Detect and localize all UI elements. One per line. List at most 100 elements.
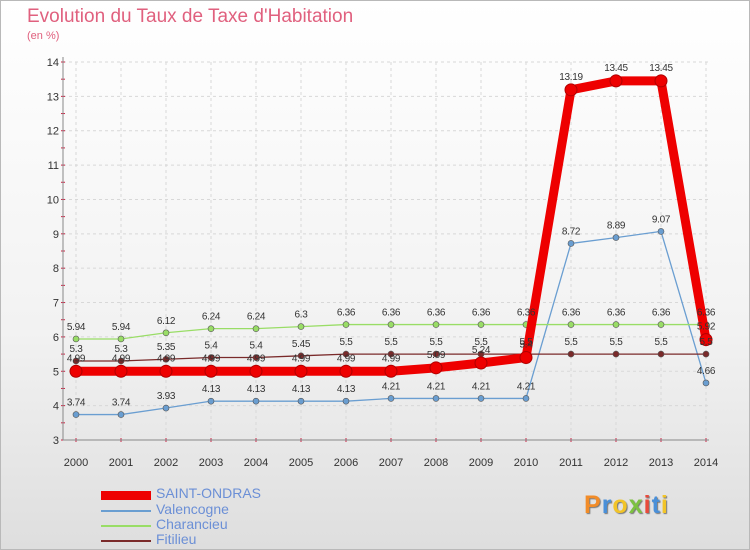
data-label-fitilieu: 5.5 [654, 337, 668, 348]
data-point-fitilieu [387, 350, 395, 358]
data-label-fitilieu: 5.3 [69, 344, 83, 355]
data-label-fitilieu: 5.5 [609, 337, 623, 348]
data-point-valencogne [567, 240, 575, 247]
data-point-saint-ondras [204, 364, 218, 378]
legend-swatch [101, 540, 151, 542]
data-point-fitilieu [117, 357, 125, 365]
data-label-saint-ondras: 4.99 [112, 353, 131, 364]
data-point-valencogne [297, 397, 305, 405]
data-point-charancieu [612, 321, 620, 328]
data-point-saint-ondras [699, 333, 713, 347]
x-tick-label: 2000 [64, 457, 88, 469]
data-label-charancieu: 6.36 [562, 308, 581, 319]
x-tick-label: 2010 [514, 457, 538, 469]
x-tick-label: 2012 [604, 457, 628, 469]
data-label-fitilieu: 5.5 [474, 337, 488, 348]
data-label-charancieu: 6.36 [337, 308, 356, 319]
y-tick-label: 11 [48, 160, 59, 172]
data-point-valencogne [657, 228, 665, 235]
data-point-saint-ondras [249, 364, 263, 378]
data-point-saint-ondras [339, 364, 353, 378]
data-label-valencogne: 8.89 [607, 221, 626, 232]
data-label-valencogne: 3.74 [112, 398, 131, 409]
data-label-charancieu: 6.36 [607, 308, 626, 319]
x-tick-label: 2007 [379, 457, 403, 469]
data-label-fitilieu: 5.4 [204, 341, 218, 352]
data-point-charancieu [387, 321, 395, 328]
x-tick-label: 2011 [559, 457, 583, 469]
data-label-charancieu: 6.36 [652, 308, 671, 319]
data-point-charancieu [297, 323, 305, 330]
data-label-fitilieu: 5.5 [384, 337, 398, 348]
data-label-fitilieu: 5.45 [292, 339, 311, 350]
legend-swatch [101, 525, 151, 527]
data-label-saint-ondras: 4.99 [292, 353, 311, 364]
data-label-valencogne: 4.66 [697, 366, 716, 377]
data-label-fitilieu: 5.4 [249, 341, 263, 352]
x-tick-label: 2005 [289, 457, 313, 469]
y-tick-label: 6 [53, 332, 59, 344]
data-point-fitilieu [207, 354, 215, 361]
data-point-valencogne [117, 411, 125, 418]
data-point-charancieu [342, 321, 350, 328]
data-label-fitilieu: 5.35 [157, 342, 176, 353]
data-label-saint-ondras: 4.99 [202, 353, 221, 364]
data-point-valencogne [477, 395, 485, 402]
y-tick-label: 3 [53, 435, 59, 447]
data-label-fitilieu: 5.5 [339, 337, 353, 348]
data-label-valencogne: 9.07 [652, 214, 671, 225]
data-label-saint-ondras: 4.99 [247, 353, 266, 364]
data-label-valencogne: 4.13 [337, 384, 356, 395]
y-tick-label: 5 [53, 366, 59, 378]
data-point-charancieu [432, 321, 440, 328]
legend-swatch [101, 510, 151, 512]
data-label-valencogne: 4.21 [427, 381, 446, 392]
y-tick-label: 10 [47, 194, 59, 206]
x-tick-label: 2003 [199, 457, 223, 469]
y-tick-label: 12 [47, 126, 59, 138]
data-point-valencogne [252, 397, 260, 405]
data-label-saint-ondras: 4.99 [382, 353, 401, 364]
data-label-fitilieu: 5.5 [519, 337, 533, 348]
data-label-saint-ondras: 5.92 [697, 322, 716, 333]
data-label-charancieu: 5.94 [112, 322, 131, 333]
data-label-charancieu: 6.36 [517, 308, 536, 319]
data-point-fitilieu [297, 352, 305, 360]
data-label-saint-ondras: 5.4 [519, 340, 533, 351]
data-point-fitilieu [432, 350, 440, 358]
data-point-valencogne [432, 395, 440, 402]
x-tick-label: 2013 [649, 457, 673, 469]
legend-label: Valencogne [156, 501, 229, 517]
data-label-valencogne: 4.21 [517, 381, 536, 392]
data-point-fitilieu [252, 354, 260, 361]
y-unit-label: (en %) [27, 30, 60, 42]
y-tick-label: 13 [47, 91, 59, 103]
data-label-fitilieu: 5.5 [564, 337, 578, 348]
data-point-charancieu [207, 325, 215, 332]
data-label-fitilieu: 5.5 [429, 337, 443, 348]
y-tick-label: 8 [53, 263, 59, 275]
data-point-saint-ondras [159, 364, 173, 378]
data-label-saint-ondras: 4.99 [337, 353, 356, 364]
data-label-charancieu: 6.36 [382, 308, 401, 319]
data-label-saint-ondras: 13.45 [649, 63, 673, 74]
data-point-charancieu [657, 321, 665, 328]
data-point-saint-ondras [69, 364, 83, 378]
x-tick-label: 2004 [244, 457, 268, 469]
x-tick-label: 2008 [424, 457, 448, 469]
y-tick-label: 9 [53, 229, 59, 241]
data-label-saint-ondras: 13.45 [604, 63, 628, 74]
y-tick-label: 14 [47, 57, 59, 69]
data-point-valencogne [702, 379, 710, 387]
data-point-valencogne [522, 395, 530, 402]
proxiti-logo: Proxiti [584, 491, 669, 519]
data-point-valencogne [162, 404, 170, 412]
data-point-saint-ondras [384, 364, 398, 378]
data-point-saint-ondras [114, 364, 128, 378]
data-point-fitilieu [72, 357, 80, 365]
y-tick-label: 7 [53, 298, 59, 310]
data-label-valencogne: 8.72 [562, 226, 581, 237]
data-point-charancieu [567, 321, 575, 328]
